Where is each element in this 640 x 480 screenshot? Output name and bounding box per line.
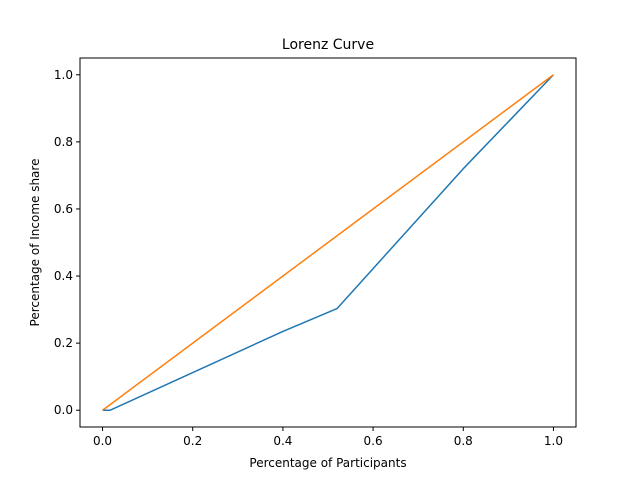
y-tick-label: 0.0 <box>54 403 73 417</box>
y-tick-label: 0.6 <box>54 202 73 216</box>
x-tick-label: 0.6 <box>364 434 383 448</box>
series-line-1 <box>102 74 554 411</box>
series-line-2 <box>102 74 554 411</box>
y-tick-label: 1.0 <box>54 68 73 82</box>
y-axis-ticks: 0.0 0.2 0.4 0.6 0.8 1.0 <box>54 68 80 417</box>
x-tick-label: 1.0 <box>544 434 563 448</box>
plot-area-frame <box>79 57 577 428</box>
x-tick-label: 0.2 <box>183 434 202 448</box>
x-tick-label: 0.8 <box>454 434 473 448</box>
x-axis-label: Percentage of Participants <box>249 456 406 470</box>
y-axis-label: Percentage of Income share <box>28 159 42 327</box>
y-tick-label: 0.4 <box>54 269 73 283</box>
y-tick-label: 0.2 <box>54 336 73 350</box>
y-tick-label: 0.8 <box>54 135 73 149</box>
chart-title: Lorenz Curve <box>282 37 374 53</box>
x-tick-label: 0.0 <box>93 434 112 448</box>
x-tick-label: 0.4 <box>273 434 292 448</box>
x-axis-ticks: 0.0 0.2 0.4 0.6 0.8 1.0 <box>93 427 563 448</box>
series-layer <box>102 74 554 411</box>
